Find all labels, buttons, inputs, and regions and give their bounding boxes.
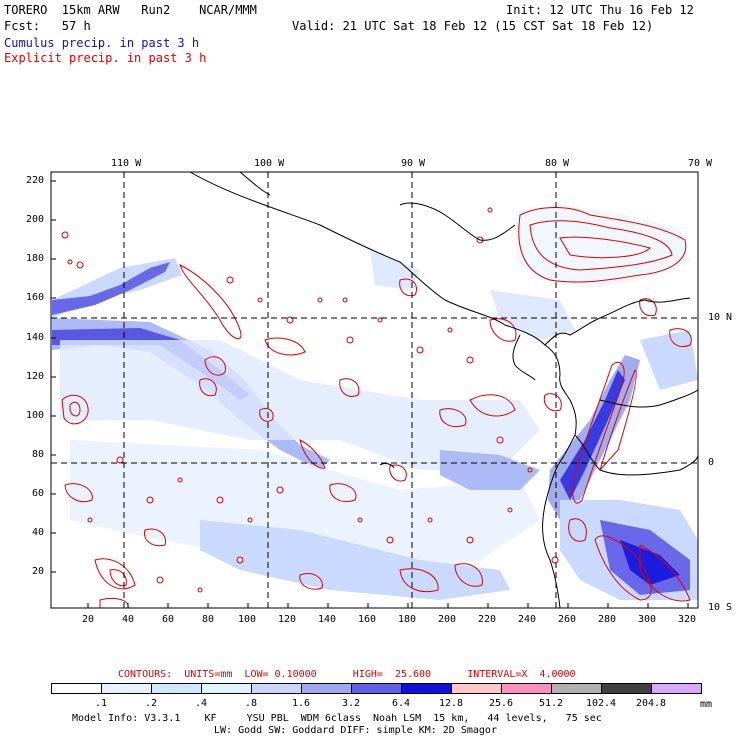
legend-color-box	[201, 683, 252, 694]
legend-value-label: 51.2	[538, 698, 564, 709]
lon-label-90w: 90 W	[401, 158, 426, 169]
left-ticks	[51, 180, 56, 573]
legend-color-box	[151, 683, 202, 694]
y-label: 180	[26, 253, 45, 264]
legend-value-label: 6.4	[391, 698, 411, 709]
x-label: 160	[358, 614, 377, 625]
lon-label-100w: 100 W	[254, 158, 285, 169]
x-label: 40	[122, 614, 135, 625]
y-label: 80	[32, 449, 45, 460]
x-label: 100	[238, 614, 257, 625]
x-label: 120	[278, 614, 297, 625]
legend-value-label: 3.2	[341, 698, 361, 709]
map-frame	[50, 171, 699, 609]
legend-color-box	[251, 683, 302, 694]
legend-color-box	[401, 683, 452, 694]
x-label: 220	[478, 614, 497, 625]
lat-label-10s: 10 S	[708, 602, 733, 613]
legend-value-label: 1.6	[291, 698, 311, 709]
lon-label-110w: 110 W	[111, 158, 142, 169]
legend-color-box	[301, 683, 352, 694]
y-label: 60	[32, 488, 45, 499]
x-label: 280	[598, 614, 617, 625]
legend-value-label: .1	[94, 698, 108, 709]
y-label: 160	[26, 292, 45, 303]
explicit-precip-contours	[61, 207, 692, 608]
y-label: 40	[32, 527, 45, 538]
model-physics: LW: Godd SW: Goddard DIFF: simple KM: 2D…	[214, 725, 497, 736]
lat-label-10n: 10 N	[708, 312, 733, 323]
map-plot-area	[51, 172, 698, 608]
x-label: 80	[202, 614, 215, 625]
legend-value-label: .2	[144, 698, 158, 709]
x-label: 240	[518, 614, 537, 625]
model-info: Model Info: V3.3.1 KF YSU PBL WDM 6class…	[72, 713, 602, 724]
lat-label-0: 0	[708, 457, 715, 468]
init-time: Init: 12 UTC Thu 16 Feb 12	[506, 3, 694, 17]
bottom-ticks	[87, 603, 689, 608]
model-title: TORERO 15km ARW Run2 NCAR/MMM	[4, 3, 257, 17]
legend-value-label: 25.6	[488, 698, 514, 709]
explicit-precip-label: Explicit precip. in past 3 h	[4, 51, 207, 65]
x-label: 320	[678, 614, 697, 625]
y-label: 100	[26, 410, 45, 421]
legend-value-label: .4	[194, 698, 208, 709]
legend-value-label: 12.8	[438, 698, 464, 709]
x-label: 180	[398, 614, 417, 625]
x-label: 20	[82, 614, 95, 625]
forecast-hour: Fcst: 57 h	[4, 19, 91, 33]
y-label: 20	[32, 566, 45, 577]
legend-color-box	[551, 683, 602, 694]
legend-color-box	[601, 683, 652, 694]
x-label: 300	[638, 614, 657, 625]
coastlines	[189, 172, 698, 608]
x-label: 60	[162, 614, 175, 625]
y-label: 140	[26, 332, 45, 343]
lat-lon-grid	[51, 172, 698, 608]
legend-unit: mm	[700, 699, 713, 710]
cumulus-precip-shading	[52, 205, 698, 600]
legend-value-label: 102.4	[585, 698, 617, 709]
y-label: 120	[26, 371, 45, 382]
legend-color-box	[651, 683, 702, 694]
contour-info: CONTOURS: UNITS=mm LOW= 0.10000 HIGH= 25…	[118, 669, 576, 680]
y-label: 220	[26, 175, 45, 186]
y-label: 200	[26, 214, 45, 225]
x-label: 140	[318, 614, 337, 625]
explicit-precip-speckles	[61, 207, 559, 593]
cumulus-precip-label: Cumulus precip. in past 3 h	[4, 36, 200, 50]
lon-label-80w: 80 W	[545, 158, 570, 169]
legend-color-box	[101, 683, 152, 694]
legend-value-label: 204.8	[635, 698, 667, 709]
legend-color-box	[451, 683, 502, 694]
legend-value-label: .8	[244, 698, 258, 709]
valid-time: Valid: 21 UTC Sat 18 Feb 12 (15 CST Sat …	[292, 19, 654, 33]
legend-color-box	[51, 683, 102, 694]
lon-label-70w: 70 W	[688, 158, 713, 169]
legend-color-box	[501, 683, 552, 694]
x-label: 260	[558, 614, 577, 625]
legend-color-box	[351, 683, 402, 694]
x-label: 200	[438, 614, 457, 625]
